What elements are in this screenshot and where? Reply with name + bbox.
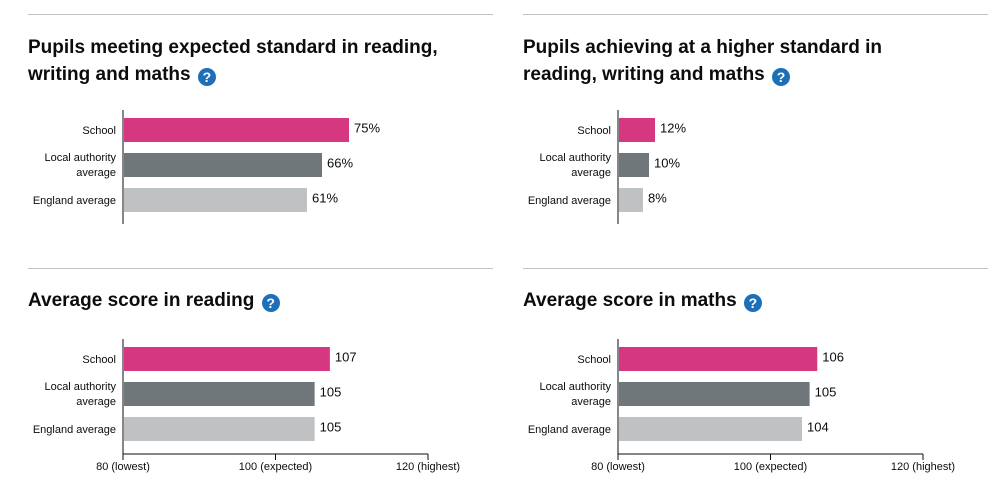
bar-england (124, 188, 307, 212)
data-label: 75% (354, 121, 380, 136)
x-tick-label: 120 (highest) (396, 461, 460, 473)
bar-local-authority (619, 382, 810, 406)
data-label: 12% (660, 121, 686, 136)
panel-divider (28, 268, 493, 269)
bar-england (619, 417, 802, 441)
bar-local-authority (124, 153, 322, 177)
chart-title-text: Pupils achieving at a higher standard in… (523, 37, 882, 85)
data-label: 105 (815, 385, 837, 400)
category-label: School (82, 125, 116, 137)
chart-title-text: Pupils meeting expected standard in read… (28, 37, 438, 85)
chart-title: Pupils meeting expected standard in read… (28, 34, 488, 88)
chart-higher-standard: 12% School 10% Local authority average 8% Engl… (528, 110, 686, 224)
x-tick-label: 80 (lowest) (591, 461, 645, 473)
category-label: average (76, 167, 116, 179)
help-icon[interactable]: ? (197, 68, 216, 86)
bar-local-authority (619, 153, 649, 177)
category-label: Local authority (539, 381, 611, 393)
data-label: 105 (320, 420, 342, 435)
panel-divider (523, 268, 988, 269)
data-label: 61% (312, 191, 338, 206)
category-label: England average (33, 424, 116, 436)
chart-title-text: Average score in maths (523, 290, 737, 311)
data-label: 106 (822, 350, 844, 365)
category-label: School (577, 125, 611, 137)
data-label: 10% (654, 156, 680, 171)
chart-expected-standard: 75% School 66% Local authority average 61% Eng… (33, 110, 380, 224)
bar-school (124, 118, 349, 142)
category-label: School (82, 354, 116, 366)
category-label: average (76, 396, 116, 408)
x-tick-label: 120 (highest) (891, 461, 955, 473)
x-tick-label: 100 (expected) (239, 461, 312, 473)
data-label: 8% (648, 191, 667, 206)
chart-reading-score: 107 School 105 Local authority average 105 Eng… (33, 339, 460, 473)
category-label: average (571, 167, 611, 179)
chart-title-text: Average score in reading (28, 290, 255, 311)
category-label: average (571, 396, 611, 408)
category-label: Local authority (44, 152, 116, 164)
x-tick-label: 100 (expected) (734, 461, 807, 473)
category-label: Local authority (539, 152, 611, 164)
panel-divider (28, 14, 493, 15)
chart-title: Average score in maths ? (523, 287, 983, 314)
data-label: 107 (335, 350, 357, 365)
bar-local-authority (124, 382, 315, 406)
panel-divider (523, 14, 988, 15)
category-label: Local authority (44, 381, 116, 393)
bar-england (619, 188, 643, 212)
help-icon[interactable]: ? (261, 294, 280, 312)
chart-title: Average score in reading ? (28, 287, 488, 314)
help-icon[interactable]: ? (772, 68, 791, 86)
x-tick-label: 80 (lowest) (96, 461, 150, 473)
category-label: England average (33, 195, 116, 207)
help-icon[interactable]: ? (743, 294, 762, 312)
data-label: 66% (327, 156, 353, 171)
chart-maths-score: 106 School 105 Local authority average 104 Eng… (528, 339, 955, 473)
data-label: 104 (807, 420, 829, 435)
category-label: School (577, 354, 611, 366)
data-label: 105 (320, 385, 342, 400)
bar-school (124, 347, 330, 371)
bar-school (619, 118, 655, 142)
chart-title: Pupils achieving at a higher standard in… (523, 34, 943, 88)
bar-england (124, 417, 315, 441)
bar-school (619, 347, 818, 371)
category-label: England average (528, 424, 611, 436)
category-label: England average (528, 195, 611, 207)
